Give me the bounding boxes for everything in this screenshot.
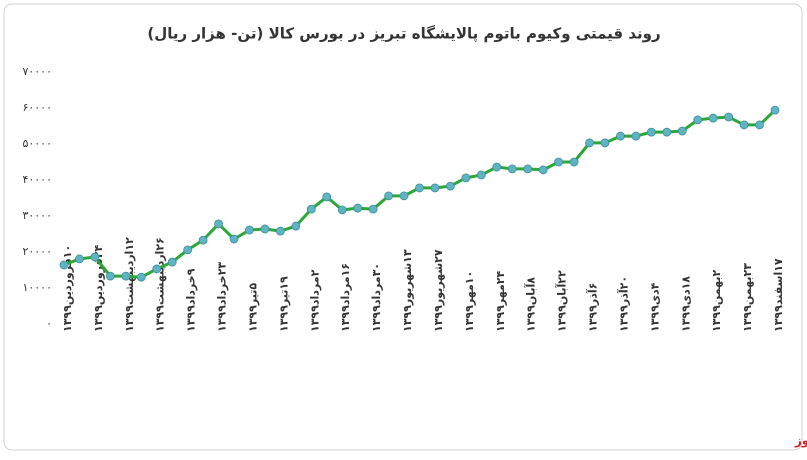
point bbox=[322, 192, 332, 202]
point bbox=[415, 183, 424, 193]
y-tick-label: ۲۰۰۰۰ bbox=[22, 245, 52, 258]
x-tick-label: ۲۳خرداد۱۳۹۹ bbox=[216, 262, 229, 332]
point bbox=[430, 183, 440, 193]
point bbox=[136, 272, 146, 282]
x-tick-label: ۴دی۱۳۹۹ bbox=[648, 282, 661, 332]
y-tick-label: ۳۰۰۰۰ bbox=[22, 209, 52, 222]
point bbox=[90, 252, 100, 262]
x-tick-label: ۲۷شهریور۱۳۹۹ bbox=[432, 249, 445, 332]
point bbox=[523, 164, 533, 174]
point bbox=[755, 120, 764, 130]
x-tick-label: ۱۹تیر۱۳۹۹ bbox=[277, 276, 290, 332]
point bbox=[214, 219, 223, 229]
point bbox=[368, 204, 378, 214]
point bbox=[75, 254, 84, 264]
x-tick-label: ۲۶اردیبهشت۱۳۹۹ bbox=[154, 237, 167, 332]
x-tick-label: ۱۳شهریور۱۳۹۹ bbox=[401, 249, 414, 332]
point bbox=[600, 138, 610, 148]
x-tick-label: ۹خرداد۱۳۹۹ bbox=[185, 268, 198, 332]
point bbox=[245, 225, 254, 235]
x-tick-label: ۸آبان۱۳۹۹ bbox=[524, 277, 538, 332]
y-tick-label: ۵۰۰۰۰ bbox=[22, 137, 52, 150]
point bbox=[183, 245, 193, 255]
point bbox=[198, 235, 208, 245]
point bbox=[693, 115, 703, 125]
point bbox=[585, 138, 594, 148]
point bbox=[476, 170, 486, 180]
y-tick-label: ۶۰۰۰۰ bbox=[22, 101, 52, 114]
point bbox=[461, 173, 471, 183]
chart-title: روند قیمتی وکیوم باتوم پالایشگاه تبریز د… bbox=[147, 25, 660, 44]
y-tick-label: ۱۰۰۰۰ bbox=[22, 281, 52, 294]
point bbox=[538, 165, 548, 175]
point bbox=[291, 221, 301, 231]
x-tick-label: ۱۷اسفند۱۳۹۹ bbox=[772, 258, 785, 332]
point bbox=[492, 162, 502, 172]
point bbox=[105, 271, 115, 281]
x-tick-label: ۵تیر۱۳۹۹ bbox=[246, 283, 259, 332]
point bbox=[677, 126, 687, 136]
point bbox=[739, 120, 749, 130]
x-tick-label: ۳۰مرداد۱۳۹۹ bbox=[370, 263, 383, 332]
point bbox=[167, 257, 177, 267]
point bbox=[399, 191, 409, 201]
point bbox=[260, 224, 270, 234]
point bbox=[59, 260, 69, 270]
point bbox=[384, 191, 393, 201]
point bbox=[229, 234, 239, 244]
point bbox=[724, 112, 734, 122]
y-tick-label: ۴۰۰۰۰ bbox=[22, 173, 52, 186]
x-tick-label: ۲۲آبان۱۳۹۹ bbox=[555, 270, 569, 332]
x-tick-label: ۲بهمن۱۳۹۹ bbox=[710, 269, 723, 332]
point bbox=[631, 131, 641, 141]
x-tick-label: ۲۰آذر۱۳۹۹ bbox=[616, 276, 630, 332]
point bbox=[446, 181, 455, 191]
x-tick-label: ۱۶مرداد۱۳۹۹ bbox=[339, 263, 352, 332]
point bbox=[121, 271, 131, 281]
y-tick-label: ۷۰۰۰۰ bbox=[22, 65, 52, 78]
y-tick-label: ۰ bbox=[46, 317, 52, 330]
x-tick-label: ۱۸دی۱۳۹۹ bbox=[679, 276, 692, 332]
point bbox=[554, 157, 564, 167]
x-tick-label: ۲۳بهمن۱۳۹۹ bbox=[741, 263, 754, 332]
x-tick-label: ۶آذر۱۳۹۹ bbox=[586, 283, 600, 332]
point bbox=[152, 264, 162, 274]
chart-frame bbox=[3, 3, 803, 451]
point bbox=[770, 105, 780, 115]
x-tick-label: ۲۴مهر۱۳۹۹ bbox=[494, 271, 507, 332]
point bbox=[353, 203, 363, 213]
point bbox=[708, 113, 718, 123]
point bbox=[569, 157, 579, 167]
point bbox=[306, 204, 316, 214]
x-tick-label: ۲مرداد۱۳۹۹ bbox=[308, 269, 321, 332]
point bbox=[275, 226, 285, 236]
point bbox=[337, 205, 347, 215]
point bbox=[507, 164, 517, 174]
x-tick-label: ۱۰فروردین۱۳۹۹ bbox=[61, 245, 74, 332]
point bbox=[646, 127, 656, 137]
point bbox=[616, 131, 625, 141]
x-tick-label: ۱۰مهر۱۳۹۹ bbox=[463, 271, 476, 332]
source-label: بورس نیوز bbox=[794, 434, 807, 449]
point bbox=[662, 127, 672, 137]
x-tick-label: ۱۲اردیبهشت۱۳۹۹ bbox=[123, 237, 136, 332]
